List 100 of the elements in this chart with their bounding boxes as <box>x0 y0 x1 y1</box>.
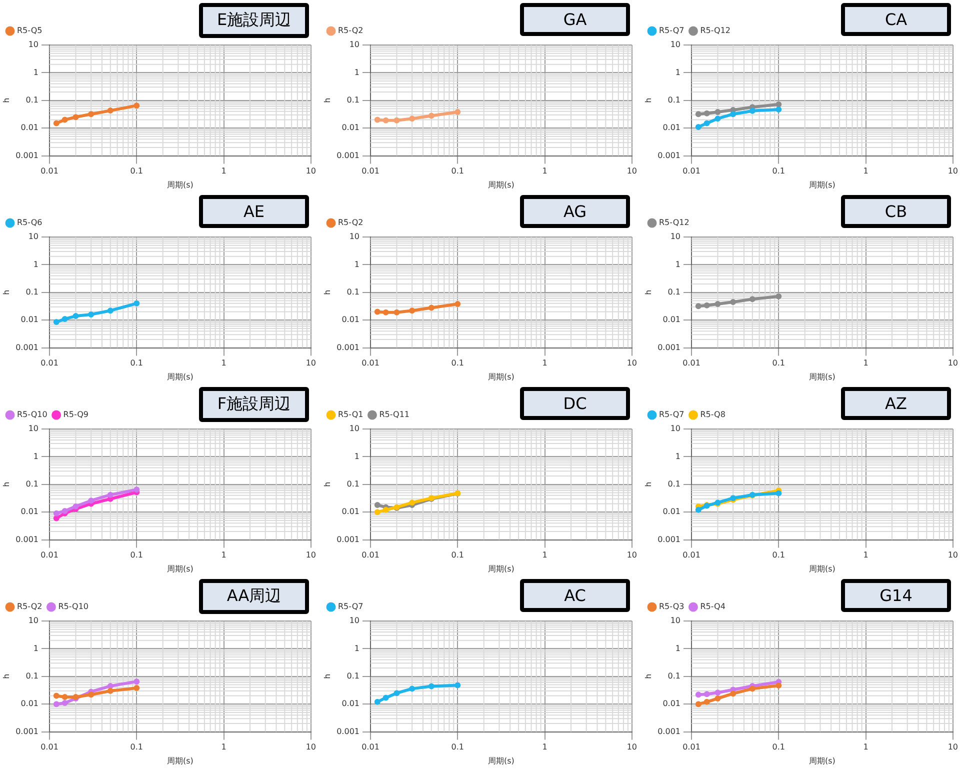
y-tick-label: 0.001 <box>16 534 38 544</box>
x-axis-title: 周期(s) <box>166 564 194 574</box>
chart-title: GA <box>520 3 630 36</box>
x-tick-label: 0.01 <box>362 550 380 560</box>
x-tick-label: 0.01 <box>362 742 380 752</box>
legend-label: R5-Q7 <box>338 602 364 612</box>
y-tick-label: 10 <box>28 232 38 242</box>
legend-label: R5-Q10 <box>58 602 89 612</box>
y-tick-label: 0.01 <box>342 315 360 324</box>
x-tick-label: 0.01 <box>40 550 58 560</box>
x-tick-label: 1 <box>863 358 868 368</box>
y-tick-label: 10 <box>349 424 360 434</box>
legend-label: R5-Q7 <box>659 26 684 36</box>
x-tick-label: 0.01 <box>362 166 380 176</box>
legend-label: R5-Q1 <box>338 410 364 420</box>
chart-title: F施設周辺 <box>199 387 309 422</box>
x-tick-label: 0.1 <box>772 358 786 368</box>
y-tick-label: 0.1 <box>26 479 38 488</box>
x-tick-label: 10 <box>626 166 638 176</box>
chart-title: G14 <box>841 579 951 612</box>
y-tick-label: 0.01 <box>20 123 38 132</box>
y-tick-label: 10 <box>28 616 38 626</box>
y-tick-label: 1 <box>354 68 360 77</box>
x-tick-label: 10 <box>306 550 316 560</box>
x-tick-label: 0.01 <box>40 166 58 176</box>
legend-label: R5-Q12 <box>700 26 731 36</box>
x-tick-label: 1 <box>542 166 548 176</box>
legend-label: R5-Q7 <box>659 410 684 420</box>
y-tick-label: 0.01 <box>20 315 38 324</box>
y-tick-label: 0.01 <box>20 507 38 516</box>
x-tick-label: 1 <box>542 358 548 368</box>
y-tick-label: 0.01 <box>662 315 680 324</box>
x-tick-label: 0.1 <box>130 166 144 176</box>
y-tick-label: 0.001 <box>336 534 360 544</box>
legend-label: R5-Q2 <box>338 218 364 228</box>
x-axis-title: 周期(s) <box>488 180 514 190</box>
x-tick-label: 0.1 <box>451 358 464 368</box>
y-tick-label: 1 <box>354 260 360 269</box>
x-axis-title: 周期(s) <box>808 180 836 190</box>
x-tick-label: 10 <box>306 166 316 176</box>
y-tick-label: 0.001 <box>16 342 38 352</box>
y-tick-label: 0.01 <box>662 507 680 516</box>
x-tick-label: 0.01 <box>40 742 58 752</box>
x-tick-label: 1 <box>221 166 226 176</box>
x-tick-label: 0.1 <box>451 166 464 176</box>
y-axis-title: h <box>322 482 332 487</box>
y-tick-label: 10 <box>28 424 38 434</box>
chart-title: AG <box>520 195 630 228</box>
x-tick-label: 1 <box>542 742 548 752</box>
y-tick-label: 0.01 <box>342 507 360 516</box>
x-tick-label: 0.01 <box>682 358 700 368</box>
y-tick-label: 0.001 <box>658 726 680 736</box>
y-tick-label: 0.1 <box>668 95 680 104</box>
legend-label: R5-Q5 <box>17 26 42 36</box>
y-tick-label: 0.1 <box>668 671 680 680</box>
y-axis-title: h <box>2 98 11 103</box>
x-tick-label: 0.01 <box>682 166 700 176</box>
x-axis-title: 周期(s) <box>808 372 836 382</box>
y-tick-label: 1 <box>675 452 680 461</box>
x-tick-label: 10 <box>948 550 958 560</box>
x-tick-label: 0.01 <box>362 358 380 368</box>
y-tick-label: 0.001 <box>658 150 680 160</box>
y-tick-label: 0.01 <box>20 699 38 708</box>
legend-label: R5-Q6 <box>17 218 42 228</box>
x-tick-label: 0.1 <box>772 550 786 560</box>
y-tick-label: 0.1 <box>26 671 38 680</box>
y-tick-label: 10 <box>670 232 680 242</box>
legend-label: R5-Q2 <box>338 26 364 36</box>
x-tick-label: 0.1 <box>130 742 144 752</box>
y-tick-label: 1 <box>354 644 360 653</box>
chart-title: DC <box>520 387 630 420</box>
x-axis-title: 周期(s) <box>488 756 514 766</box>
x-axis-title: 周期(s) <box>808 756 836 766</box>
y-tick-label: 10 <box>670 616 680 626</box>
x-tick-label: 10 <box>626 358 638 368</box>
chart-title: AC <box>520 579 630 612</box>
x-axis-title: 周期(s) <box>166 756 194 766</box>
y-axis-title: h <box>644 290 653 295</box>
chart-title: AA周辺 <box>199 579 309 614</box>
y-tick-label: 0.01 <box>342 123 360 132</box>
x-tick-label: 1 <box>221 550 226 560</box>
legend-label: R5-Q4 <box>700 602 726 612</box>
x-tick-label: 10 <box>306 358 316 368</box>
x-tick-label: 10 <box>626 550 638 560</box>
y-tick-label: 0.1 <box>668 287 680 296</box>
chart-title: E施設周辺 <box>199 3 309 38</box>
y-axis-title: h <box>2 674 11 679</box>
x-axis-title: 周期(s) <box>488 372 514 382</box>
legend-label: R5-Q12 <box>659 218 690 228</box>
y-tick-label: 10 <box>670 424 680 434</box>
y-tick-label: 0.01 <box>662 699 680 708</box>
x-tick-label: 1 <box>221 742 226 752</box>
y-axis-title: h <box>2 290 11 295</box>
y-axis-title: h <box>644 482 653 487</box>
y-axis-title: h <box>322 290 332 295</box>
y-tick-label: 10 <box>349 616 360 626</box>
y-tick-label: 0.01 <box>342 699 360 708</box>
y-tick-label: 1 <box>675 260 680 269</box>
y-tick-label: 0.1 <box>346 287 360 296</box>
y-axis-title: h <box>322 674 332 679</box>
